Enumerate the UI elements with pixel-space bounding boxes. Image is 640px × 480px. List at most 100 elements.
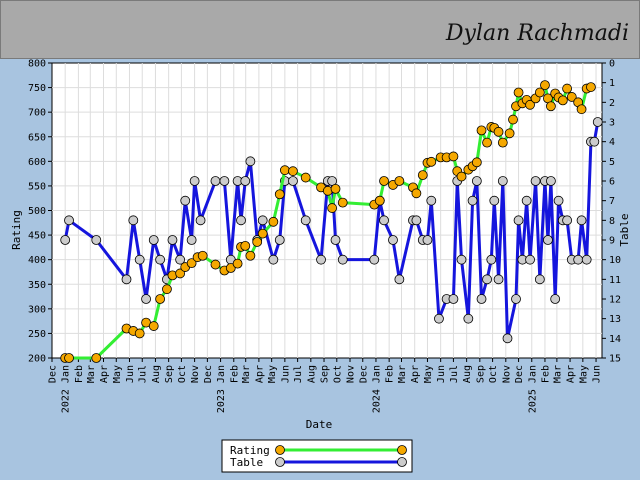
- x-tick-label: Apr: [410, 365, 421, 383]
- rating-point: [374, 195, 385, 206]
- rating-point: [557, 95, 568, 106]
- table-point: [534, 274, 545, 285]
- table-point: [513, 215, 524, 226]
- legend-label-table: Table: [230, 456, 263, 469]
- rating-point: [497, 137, 508, 148]
- table-point: [121, 274, 132, 285]
- table-point: [195, 215, 206, 226]
- series-rating: [60, 80, 596, 363]
- x-tick-label: Apr: [566, 365, 577, 383]
- rating-point: [576, 104, 587, 115]
- table-point: [330, 235, 341, 245]
- rating-point: [175, 268, 186, 279]
- x-tick-label: Jul: [293, 365, 304, 383]
- x-tick-label: Jun: [436, 365, 447, 383]
- x-tick-label: Dec: [514, 365, 525, 383]
- x-tick-label: Jul: [449, 365, 460, 383]
- x-tick-label: Jun: [592, 365, 603, 383]
- table-point: [210, 176, 221, 186]
- x-tick-label: May: [112, 365, 123, 383]
- x-tick-label: Oct: [332, 365, 343, 383]
- y-right-tick-label: 15: [609, 354, 621, 365]
- rating-point: [411, 188, 422, 199]
- rating-point: [91, 353, 102, 363]
- table-point: [426, 195, 437, 206]
- rating-point: [566, 92, 577, 102]
- legend-label-rating: Rating: [230, 444, 270, 457]
- table-point: [525, 254, 535, 265]
- rating-point: [274, 189, 285, 200]
- player-name: Dylan Rachmadi: [445, 21, 629, 46]
- y-right-tick-label: 4: [609, 137, 615, 148]
- table-point: [167, 235, 178, 245]
- x-tick-label: May: [578, 365, 589, 383]
- x-tick-label: Jun: [125, 365, 136, 383]
- x-tick-label: Aug: [462, 365, 473, 383]
- x-tick-label: Oct: [488, 365, 499, 383]
- rating-point: [426, 156, 437, 167]
- rating-point: [148, 321, 159, 331]
- table-point: [497, 176, 508, 186]
- x-tick-label: Mar: [241, 365, 252, 383]
- x-tick-label: Mar: [86, 365, 97, 383]
- legend-marker-table-start: [275, 457, 285, 467]
- table-point: [448, 294, 459, 304]
- legend-marker-rating-end: [397, 445, 407, 455]
- x-tick-label: Apr: [254, 365, 265, 383]
- table-point: [476, 294, 487, 304]
- table-point: [550, 294, 561, 304]
- table-point: [274, 235, 285, 245]
- y-right-tick-label: 0: [609, 59, 615, 70]
- table-point: [236, 215, 246, 226]
- x-tick-label: Mar: [397, 365, 408, 383]
- table-point: [219, 176, 230, 186]
- table-point: [60, 235, 71, 245]
- table-point: [592, 117, 603, 127]
- x-tick-label: Jun: [280, 365, 291, 383]
- table-point: [257, 215, 268, 226]
- rating-point: [155, 294, 166, 304]
- table-point: [411, 215, 422, 226]
- x-tick-label: Apr: [99, 365, 110, 383]
- y-right-tick-label: 3: [609, 118, 615, 129]
- rating-point: [513, 87, 524, 98]
- rating-point: [300, 172, 311, 183]
- y-left-tick-label: 750: [28, 83, 46, 94]
- table-point: [134, 254, 145, 265]
- table-point: [148, 235, 159, 245]
- x-tick-label: Dec: [203, 365, 214, 383]
- x-tick-label: May: [267, 365, 278, 383]
- rating-point: [482, 137, 492, 148]
- table-point: [521, 195, 532, 206]
- rating-point: [64, 353, 74, 363]
- table-point: [240, 176, 251, 186]
- table-point: [589, 136, 600, 147]
- rating-point: [210, 259, 221, 270]
- table-point: [288, 176, 298, 186]
- table-point: [189, 176, 200, 186]
- table-point: [456, 254, 467, 265]
- x-tick-label: Oct: [177, 365, 188, 383]
- table-point: [546, 176, 556, 186]
- table-point: [422, 235, 433, 245]
- x-tick-label: Nov: [190, 365, 201, 383]
- rating-point: [232, 258, 243, 269]
- rating-point: [508, 114, 518, 125]
- x-tick-label: Feb: [540, 365, 551, 383]
- x-tick-label: Nov: [345, 365, 356, 383]
- table-point: [128, 215, 139, 226]
- rating-point: [327, 203, 338, 213]
- table-point: [141, 294, 151, 304]
- header-bar: Dylan Rachmadi: [0, 0, 640, 59]
- table-point: [562, 215, 572, 226]
- rating-point: [586, 82, 596, 92]
- table-point: [268, 254, 279, 265]
- y-left-tick-label: 550: [28, 181, 46, 192]
- y-left-tick-label: 250: [28, 329, 46, 340]
- y-left-tick-label: 300: [28, 304, 46, 315]
- rating-point: [337, 197, 348, 208]
- table-point: [486, 254, 497, 265]
- y-left-tick-label: 600: [28, 157, 46, 168]
